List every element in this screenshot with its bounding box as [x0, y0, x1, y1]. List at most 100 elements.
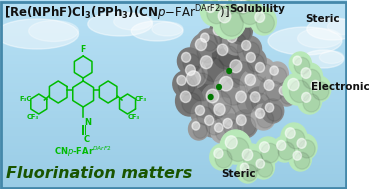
Bar: [0, 78, 347, 82]
Circle shape: [182, 52, 191, 62]
Circle shape: [227, 68, 232, 74]
Bar: [0, 103, 347, 107]
Bar: [0, 27, 347, 32]
Circle shape: [267, 104, 282, 121]
Circle shape: [252, 58, 275, 84]
Text: CN$\it{p}$-FAr$^{DArF2}$: CN$\it{p}$-FAr$^{DArF2}$: [54, 145, 112, 159]
Circle shape: [209, 98, 238, 130]
Circle shape: [283, 73, 312, 105]
Circle shape: [290, 80, 310, 103]
Circle shape: [266, 62, 288, 86]
Circle shape: [264, 80, 274, 90]
Bar: [0, 12, 347, 16]
Circle shape: [293, 134, 317, 160]
Circle shape: [219, 114, 243, 140]
Circle shape: [293, 56, 302, 65]
Circle shape: [285, 128, 295, 138]
Text: N: N: [84, 118, 91, 127]
Circle shape: [255, 108, 265, 118]
Text: $\bf{[Re(NPhF)Cl_3(PPh_3)(CN\it{p}\rm{-FAr^{DArF2}})]}$: $\bf{[Re(NPhF)Cl_3(PPh_3)(CN\it{p}\rm{-F…: [4, 3, 230, 23]
Circle shape: [180, 91, 191, 102]
Circle shape: [216, 124, 231, 141]
Circle shape: [213, 25, 223, 35]
Circle shape: [205, 115, 214, 125]
Bar: [0, 2, 347, 6]
Circle shape: [246, 52, 255, 62]
Ellipse shape: [297, 28, 342, 48]
Circle shape: [311, 81, 320, 90]
Circle shape: [196, 105, 205, 115]
Circle shape: [232, 62, 254, 85]
Circle shape: [212, 3, 246, 39]
Circle shape: [228, 18, 252, 44]
Circle shape: [214, 70, 249, 108]
Bar: [0, 97, 347, 101]
Bar: [0, 144, 347, 148]
Bar: [0, 5, 347, 9]
Circle shape: [255, 12, 265, 22]
Circle shape: [244, 151, 263, 172]
Bar: [0, 109, 347, 113]
Bar: [0, 46, 347, 50]
Circle shape: [186, 71, 200, 86]
Bar: [0, 90, 347, 94]
Bar: [0, 153, 347, 157]
Circle shape: [227, 32, 237, 42]
Circle shape: [218, 9, 231, 23]
Circle shape: [277, 140, 286, 150]
Circle shape: [299, 140, 315, 158]
Circle shape: [196, 38, 207, 51]
Bar: [0, 87, 347, 91]
Circle shape: [188, 73, 214, 101]
Circle shape: [265, 103, 274, 112]
Circle shape: [245, 74, 256, 85]
Bar: [0, 18, 347, 22]
Circle shape: [281, 123, 307, 151]
Ellipse shape: [307, 18, 359, 40]
Ellipse shape: [268, 27, 342, 55]
Circle shape: [197, 40, 218, 63]
Circle shape: [217, 84, 221, 90]
Bar: [0, 53, 347, 57]
Text: CF₃: CF₃: [128, 114, 140, 120]
Circle shape: [241, 164, 257, 181]
Circle shape: [255, 62, 265, 72]
Bar: [0, 134, 347, 139]
Bar: [0, 56, 347, 60]
Circle shape: [208, 94, 213, 99]
Circle shape: [220, 77, 233, 91]
Bar: [0, 49, 347, 53]
Circle shape: [293, 151, 302, 160]
Circle shape: [209, 20, 235, 48]
Ellipse shape: [29, 20, 79, 42]
Circle shape: [173, 71, 197, 97]
Circle shape: [232, 0, 241, 4]
Circle shape: [224, 54, 256, 88]
Ellipse shape: [152, 22, 183, 36]
Circle shape: [219, 46, 238, 67]
Circle shape: [301, 68, 311, 78]
Bar: [0, 75, 347, 79]
Bar: [0, 147, 347, 151]
Circle shape: [202, 58, 224, 81]
Circle shape: [273, 136, 297, 162]
Text: F: F: [80, 45, 86, 54]
Circle shape: [260, 75, 285, 103]
Text: Steric: Steric: [221, 169, 256, 179]
Circle shape: [247, 54, 264, 72]
Circle shape: [294, 57, 310, 74]
Bar: [0, 30, 347, 35]
Circle shape: [259, 142, 269, 152]
Circle shape: [257, 160, 273, 177]
Circle shape: [294, 152, 310, 169]
Circle shape: [280, 87, 296, 104]
Circle shape: [252, 93, 270, 113]
Bar: [0, 128, 347, 132]
Circle shape: [243, 42, 260, 60]
Circle shape: [256, 13, 274, 33]
Circle shape: [185, 65, 196, 75]
Circle shape: [302, 69, 321, 89]
Circle shape: [233, 24, 250, 42]
Bar: [0, 94, 347, 98]
Circle shape: [225, 136, 237, 149]
